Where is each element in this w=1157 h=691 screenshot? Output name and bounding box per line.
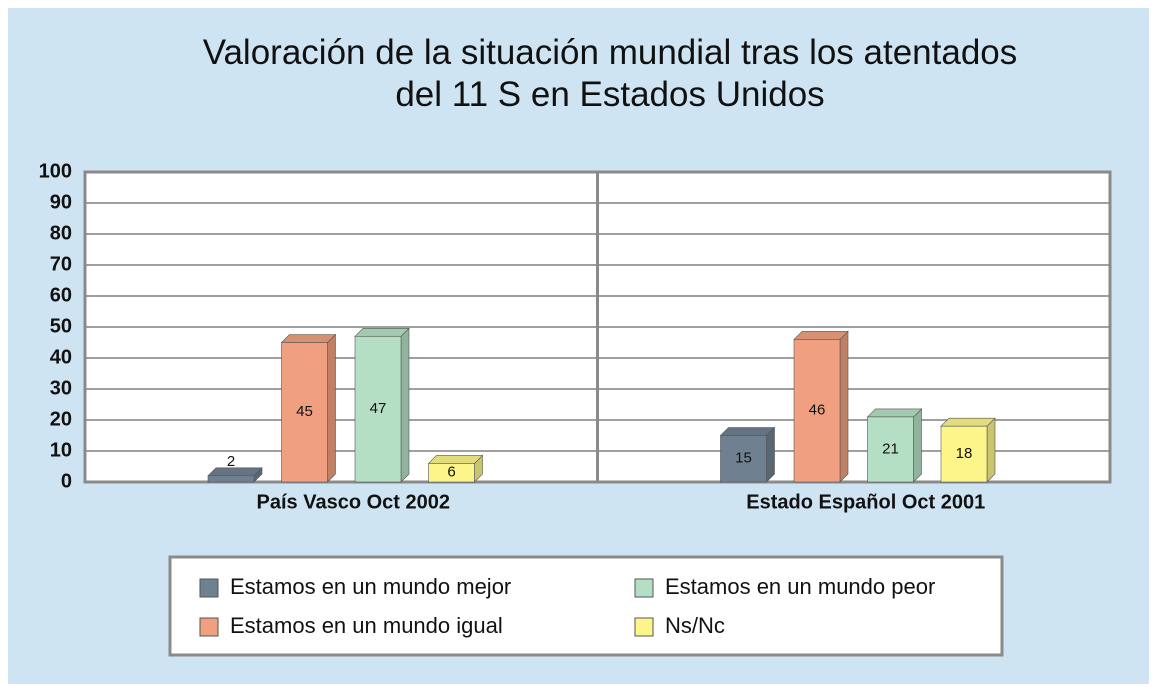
y-tick-label: 30: [50, 377, 72, 399]
y-tick-label: 40: [50, 346, 72, 368]
bar-side: [327, 333, 336, 483]
bar-front: [940, 425, 988, 483]
bar: [793, 330, 849, 483]
legend-swatch: [199, 578, 219, 598]
y-tick-label: 20: [50, 408, 72, 430]
y-tick-label: 80: [50, 222, 72, 244]
y-tick-label: 0: [61, 470, 72, 492]
bar-top: [719, 427, 776, 436]
data-label: 21: [882, 440, 899, 457]
x-tick-label: País Vasco Oct 2002: [257, 491, 450, 513]
data-label: 46: [809, 402, 826, 419]
y-tick-label: 60: [50, 284, 72, 306]
legend-swatch: [634, 578, 654, 598]
bar-side: [913, 408, 922, 483]
legend-swatch: [199, 617, 219, 637]
bar: [719, 426, 776, 483]
data-label: 2: [227, 453, 235, 470]
bar-side: [839, 330, 849, 483]
bar-front: [207, 475, 255, 483]
bar: [280, 333, 337, 483]
data-label: 6: [447, 464, 455, 481]
data-label: 45: [296, 403, 313, 420]
legend-label: Ns/Nc: [665, 613, 725, 638]
legend-label: Estamos en un mundo mejor: [230, 574, 511, 599]
y-tick-label: 10: [50, 439, 72, 461]
bar-front: [720, 435, 767, 483]
data-label: 15: [735, 450, 752, 467]
bar-top: [793, 331, 849, 340]
x-tick-label: Estado Español Oct 2001: [746, 491, 985, 513]
data-label: 47: [370, 400, 387, 417]
bar-top: [427, 455, 484, 464]
chart-title: Valoración de la situación mundial tras …: [202, 33, 1018, 114]
bar: [940, 417, 996, 483]
y-tick-label: 90: [50, 191, 72, 213]
y-tick-label: 70: [50, 253, 72, 275]
bar-front: [428, 463, 475, 483]
bar-side: [400, 327, 410, 483]
bar-top: [354, 327, 410, 337]
bar-top: [940, 417, 996, 427]
bar-front: [793, 339, 841, 483]
y-tick-label: 50: [50, 315, 72, 337]
legend-swatch: [634, 617, 654, 637]
bar-side: [986, 417, 996, 483]
bar-front: [354, 335, 402, 483]
legend-label: Estamos en un mundo peor: [665, 574, 935, 599]
legend-box: [168, 555, 1004, 657]
bar-front: [281, 342, 328, 483]
bar-front: [867, 416, 914, 483]
data-label: 18: [956, 445, 973, 462]
plot-border: [83, 170, 1112, 484]
bar: [866, 408, 923, 483]
bar: [207, 467, 263, 483]
bar-top: [866, 408, 923, 418]
bar-side: [766, 426, 775, 483]
bar: [354, 327, 410, 483]
bar: [427, 454, 484, 483]
bar-top: [280, 334, 337, 343]
y-tick-label: 100: [39, 160, 72, 182]
legend-label: Estamos en un mundo igual: [230, 613, 503, 638]
